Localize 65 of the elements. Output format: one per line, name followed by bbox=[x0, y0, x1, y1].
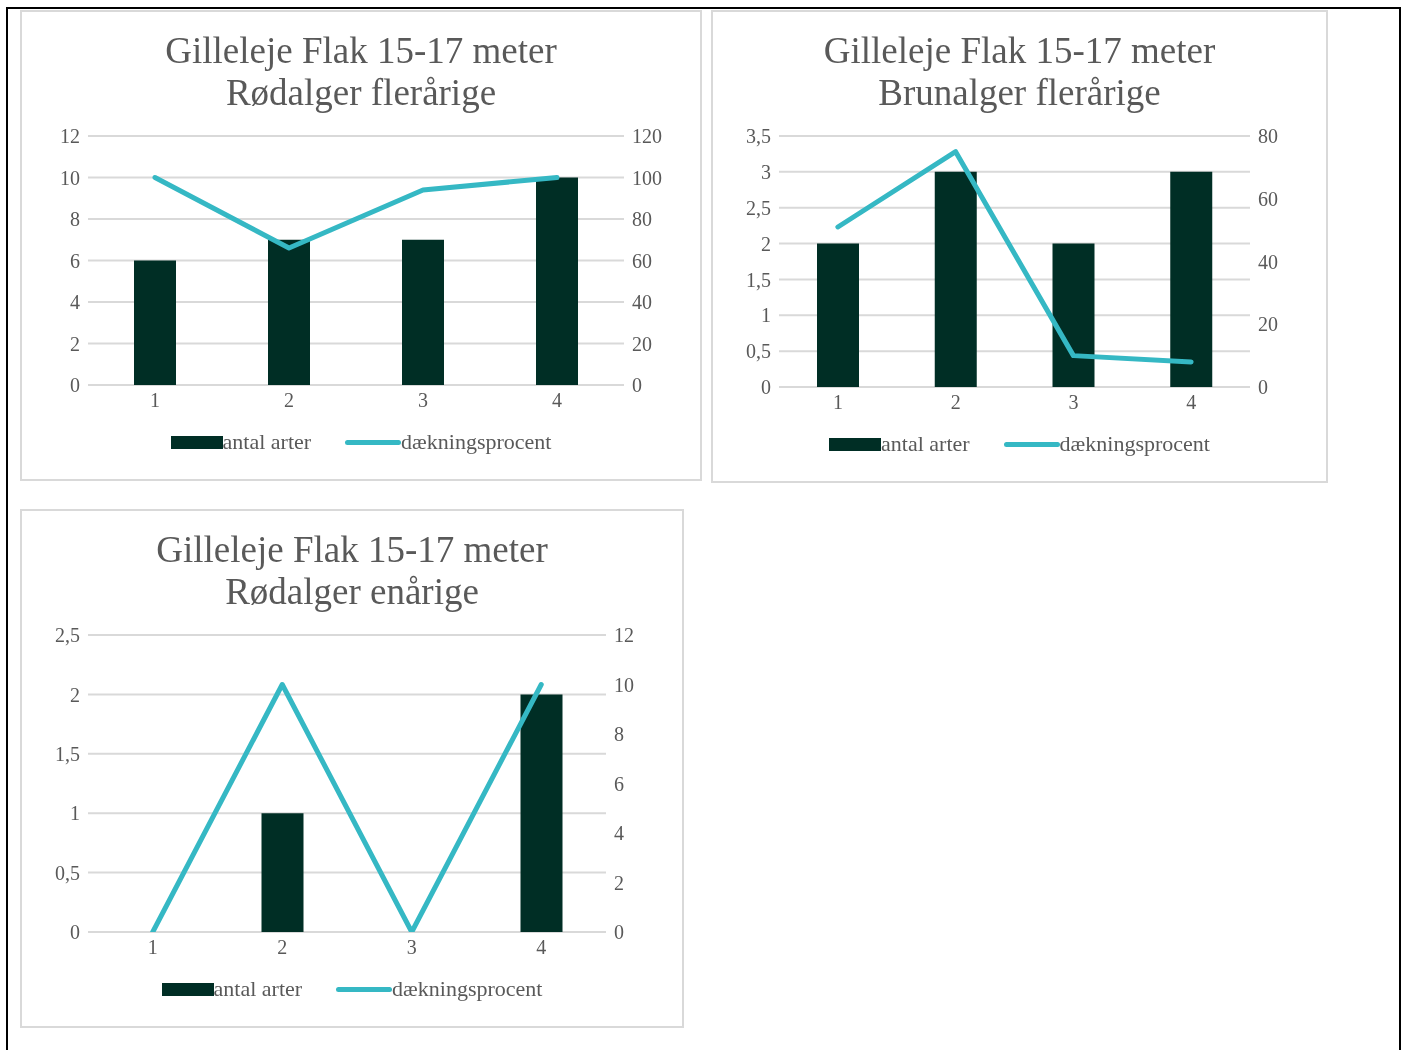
legend-label: dækningsprocent bbox=[401, 429, 552, 455]
y-tick-label: 0,5 bbox=[55, 861, 80, 884]
y2-tick-label: 120 bbox=[632, 125, 662, 148]
y-tick-label: 8 bbox=[70, 208, 80, 231]
bar bbox=[402, 239, 444, 385]
y2-tick-label: 8 bbox=[614, 723, 624, 746]
y-tick-label: 1,5 bbox=[746, 268, 771, 291]
x-tick-label: 2 bbox=[277, 936, 288, 959]
y2-tick-label: 20 bbox=[1258, 313, 1278, 336]
y-tick-label: 2,5 bbox=[55, 624, 80, 647]
y-tick-label: 3 bbox=[761, 160, 771, 183]
x-tick-label: 1 bbox=[150, 389, 160, 412]
y-tick-label: 12 bbox=[60, 125, 80, 148]
x-tick-label: 2 bbox=[284, 389, 294, 412]
y-tick-label: 2 bbox=[70, 332, 80, 355]
bar bbox=[268, 239, 310, 385]
x-tick-label: 2 bbox=[950, 391, 961, 414]
legend-label: dækningsprocent bbox=[1059, 431, 1210, 457]
y-tick-label: 0 bbox=[761, 376, 771, 399]
y-tick-label: 0 bbox=[70, 921, 80, 944]
chart-title: Gilleleje Flak 15-17 meter Rødalger enårige bbox=[155, 529, 549, 613]
chart-title: Gilleleje Flak 15-17 meter Rødalger flerårige bbox=[164, 30, 558, 114]
y-tick-label: 6 bbox=[70, 249, 80, 272]
y-tick-label: 2,5 bbox=[746, 196, 771, 219]
x-tick-label: 4 bbox=[1186, 391, 1197, 414]
y2-tick-label: 0 bbox=[632, 374, 642, 397]
chart-title: Gilleleje Flak 15-17 meter Brunalger flerårige bbox=[822, 30, 1217, 114]
x-tick-label: 4 bbox=[552, 389, 562, 412]
y2-tick-label: 2 bbox=[614, 871, 624, 894]
x-tick-label: 3 bbox=[406, 936, 417, 959]
y2-tick-label: 100 bbox=[632, 166, 662, 189]
y2-tick-label: 40 bbox=[1258, 250, 1278, 273]
y-tick-label: 4 bbox=[70, 291, 80, 314]
y-tick-label: 2 bbox=[70, 683, 80, 706]
bar bbox=[134, 260, 176, 385]
y2-tick-label: 80 bbox=[1258, 125, 1278, 148]
bar bbox=[536, 177, 578, 385]
y2-tick-label: 6 bbox=[614, 772, 624, 795]
x-tick-label: 3 bbox=[418, 389, 428, 412]
x-tick-label: 1 bbox=[832, 391, 843, 414]
y2-tick-label: 80 bbox=[632, 208, 652, 231]
y-tick-label: 1,5 bbox=[55, 742, 80, 765]
y2-tick-label: 10 bbox=[614, 673, 634, 696]
y-tick-label: 2 bbox=[761, 232, 771, 255]
legend-label: dækningsprocent bbox=[392, 976, 543, 1002]
x-tick-label: 4 bbox=[536, 936, 547, 959]
y2-tick-label: 4 bbox=[614, 822, 624, 845]
y-tick-label: 3,5 bbox=[746, 125, 771, 148]
x-tick-label: 1 bbox=[147, 936, 158, 959]
legend-label: antal arter bbox=[213, 976, 303, 1002]
y-tick-label: 0 bbox=[70, 374, 80, 397]
y-tick-label: 0,5 bbox=[746, 340, 771, 363]
y2-tick-label: 40 bbox=[632, 291, 652, 314]
y2-tick-label: 60 bbox=[1258, 187, 1278, 210]
y2-tick-label: 0 bbox=[1258, 376, 1268, 399]
y-tick-label: 1 bbox=[70, 802, 80, 825]
y-tick-label: 1 bbox=[761, 304, 771, 327]
x-tick-label: 3 bbox=[1068, 391, 1079, 414]
y2-tick-label: 12 bbox=[614, 624, 634, 647]
legend-label: antal arter bbox=[222, 429, 312, 455]
y2-tick-label: 60 bbox=[632, 249, 652, 272]
y2-tick-label: 20 bbox=[632, 332, 652, 355]
y2-tick-label: 0 bbox=[614, 921, 624, 944]
y-tick-label: 10 bbox=[60, 166, 80, 189]
legend-label: antal arter bbox=[881, 431, 970, 457]
